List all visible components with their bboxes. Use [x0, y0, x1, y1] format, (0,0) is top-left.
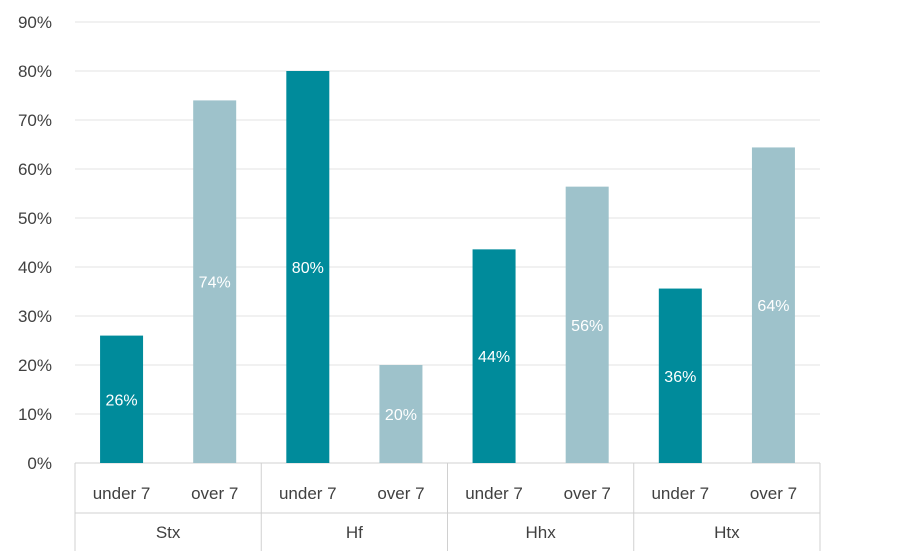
- data-label: 36%: [664, 369, 696, 386]
- bars: 26% 74% 80% 20% 44% 56% 36% 64%: [100, 71, 795, 464]
- data-label: 26%: [106, 392, 138, 409]
- y-tick-label: 60%: [18, 160, 52, 179]
- data-label: 64%: [757, 298, 789, 315]
- y-tick-label: 70%: [18, 111, 52, 130]
- bar: [193, 100, 237, 464]
- x-category-label: over 7: [750, 484, 797, 503]
- y-tick-label: 10%: [18, 405, 52, 424]
- x-category-label: over 7: [191, 484, 238, 503]
- bar: [658, 288, 702, 463]
- x-category-label: under 7: [93, 484, 151, 503]
- x-category-label: under 7: [465, 484, 523, 503]
- bar: [286, 71, 330, 463]
- x-group-label: Stx: [156, 523, 181, 542]
- gridlines: [75, 21, 820, 464]
- data-label: 20%: [385, 407, 417, 424]
- y-tick-label: 0%: [27, 454, 52, 473]
- bar: [565, 186, 609, 463]
- data-label: 56%: [571, 318, 603, 335]
- y-axis: 0% 10% 20% 30% 40% 50% 60% 70% 80% 90%: [18, 13, 52, 473]
- x-axis: under 7 over 7 under 7 over 7 under 7 over 7 u…: [74, 463, 821, 551]
- x-category-label: over 7: [377, 484, 424, 503]
- data-label: 80%: [292, 260, 324, 277]
- data-label: 44%: [478, 349, 510, 366]
- x-group-label: Hhx: [526, 523, 557, 542]
- x-category-label: over 7: [564, 484, 611, 503]
- y-tick-label: 20%: [18, 356, 52, 375]
- y-tick-label: 80%: [18, 62, 52, 81]
- y-tick-label: 40%: [18, 258, 52, 277]
- x-category-label: under 7: [651, 484, 709, 503]
- x-group-label: Htx: [714, 523, 740, 542]
- x-category-label: under 7: [279, 484, 337, 503]
- x-group-label: Hf: [346, 523, 363, 542]
- bar: [100, 335, 144, 463]
- y-tick-label: 30%: [18, 307, 52, 326]
- y-tick-label: 50%: [18, 209, 52, 228]
- y-tick-label: 90%: [18, 13, 52, 32]
- data-label: 74%: [199, 275, 231, 292]
- bar: [472, 249, 516, 463]
- bar: [751, 147, 795, 463]
- bar: [379, 365, 423, 463]
